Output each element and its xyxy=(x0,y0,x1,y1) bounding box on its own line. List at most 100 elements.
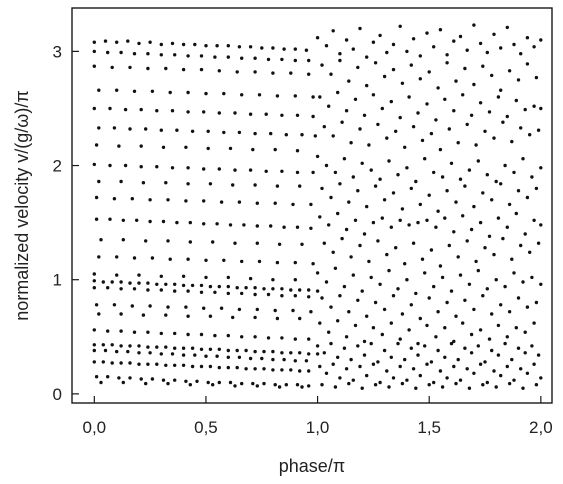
data-point xyxy=(411,37,416,41)
data-point xyxy=(528,250,532,254)
data-point xyxy=(307,352,311,356)
data-point xyxy=(206,380,210,385)
data-point xyxy=(112,303,117,307)
data-point xyxy=(349,255,353,259)
data-point xyxy=(385,50,389,55)
data-point xyxy=(418,77,422,81)
data-point xyxy=(427,193,431,197)
data-point xyxy=(389,225,393,229)
data-point xyxy=(525,371,530,375)
data-point xyxy=(289,71,293,75)
data-point xyxy=(253,349,257,354)
data-point xyxy=(161,378,166,382)
data-point xyxy=(414,179,418,184)
data-point xyxy=(382,307,387,312)
data-point xyxy=(166,198,170,202)
data-point xyxy=(481,294,485,298)
data-point xyxy=(204,44,208,48)
data-point xyxy=(291,202,295,207)
data-point xyxy=(304,359,309,363)
data-point xyxy=(121,238,126,242)
data-point xyxy=(257,93,262,97)
data-point xyxy=(228,380,233,385)
data-point xyxy=(481,383,485,387)
data-point xyxy=(434,335,438,339)
data-point xyxy=(494,278,498,282)
data-point xyxy=(269,131,273,136)
data-point xyxy=(144,239,148,243)
data-point xyxy=(226,275,230,280)
data-point xyxy=(539,166,543,170)
data-point xyxy=(465,239,469,243)
data-point xyxy=(280,294,284,298)
data-point xyxy=(204,258,208,262)
data-point xyxy=(275,316,280,321)
data-point xyxy=(329,341,333,346)
data-point xyxy=(443,355,447,359)
data-point xyxy=(481,64,485,68)
data-point xyxy=(373,383,378,387)
data-point xyxy=(139,377,143,381)
data-point xyxy=(407,328,411,332)
data-point xyxy=(320,63,324,67)
data-point xyxy=(173,331,177,336)
data-point xyxy=(349,141,353,145)
data-point xyxy=(137,273,141,277)
data-point xyxy=(434,225,438,229)
data-point xyxy=(237,130,242,135)
data-point xyxy=(280,287,284,291)
data-point xyxy=(371,93,376,97)
data-point xyxy=(327,330,331,334)
data-point xyxy=(199,54,204,58)
data-point xyxy=(137,41,141,46)
data-point xyxy=(378,282,382,286)
data-point xyxy=(456,255,460,259)
data-point xyxy=(483,129,487,133)
data-point xyxy=(387,268,391,273)
data-point xyxy=(193,42,197,47)
data-point xyxy=(445,300,449,305)
data-point xyxy=(365,314,369,318)
data-point xyxy=(188,220,192,225)
data-point xyxy=(146,345,150,349)
data-point xyxy=(469,332,474,337)
data-point xyxy=(311,114,315,119)
data-point xyxy=(92,348,97,353)
data-point xyxy=(132,330,137,334)
data-point xyxy=(295,149,300,153)
data-point xyxy=(248,168,253,172)
data-point xyxy=(443,216,447,220)
data-point xyxy=(97,312,101,316)
data-point xyxy=(186,289,190,293)
data-point xyxy=(253,131,257,136)
data-point xyxy=(373,184,378,188)
data-point xyxy=(481,191,485,195)
data-point xyxy=(257,259,262,264)
data-point xyxy=(315,352,320,356)
data-point xyxy=(478,220,483,225)
data-point xyxy=(282,47,286,51)
data-point xyxy=(141,181,146,185)
data-point xyxy=(148,198,152,202)
data-point xyxy=(280,57,284,62)
data-point xyxy=(322,351,326,355)
data-point xyxy=(416,353,420,357)
data-point xyxy=(186,110,190,114)
data-point xyxy=(485,380,489,385)
data-point xyxy=(101,360,106,364)
data-point xyxy=(516,78,521,82)
data-point xyxy=(164,313,168,317)
data-point xyxy=(119,329,123,333)
data-point xyxy=(144,381,148,386)
data-point xyxy=(351,47,355,51)
data-point xyxy=(273,308,277,313)
data-point xyxy=(409,186,413,191)
data-point xyxy=(280,368,284,372)
data-point xyxy=(190,364,195,369)
data-point xyxy=(217,347,221,351)
data-point xyxy=(237,200,242,204)
data-point xyxy=(396,287,400,291)
data-point xyxy=(132,287,137,291)
data-point xyxy=(429,131,434,136)
